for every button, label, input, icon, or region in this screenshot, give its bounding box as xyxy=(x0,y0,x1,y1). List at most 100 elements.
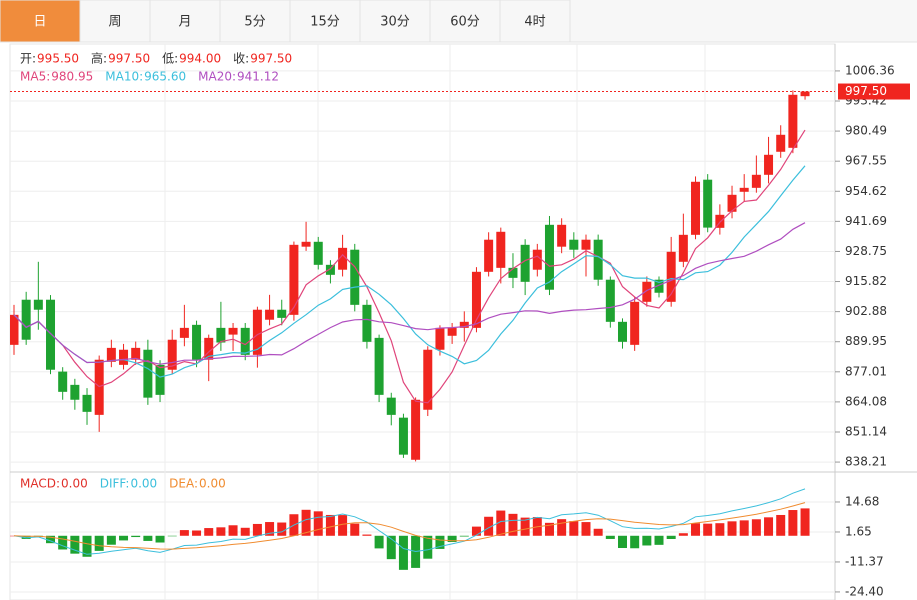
candle-body xyxy=(192,324,202,360)
candle-body xyxy=(350,249,360,305)
legend-value: 995.50 xyxy=(37,52,79,66)
tab-label[interactable]: 日 xyxy=(33,15,46,30)
candle-body xyxy=(10,314,19,345)
legend-value: 997.50 xyxy=(108,52,150,66)
tab-label[interactable]: 4时 xyxy=(524,15,545,30)
macd-bar xyxy=(569,521,579,536)
candle-body xyxy=(277,309,287,318)
candle-body xyxy=(800,91,810,97)
legend-name: 开: xyxy=(20,52,36,66)
ma-line xyxy=(13,165,806,378)
tab[interactable] xyxy=(359,0,431,43)
candle-body xyxy=(544,224,554,290)
macd-bar xyxy=(764,517,774,536)
candle-body xyxy=(216,327,226,343)
candle-body xyxy=(204,337,214,360)
y-tick-label: 902.88 xyxy=(845,304,887,318)
last-price-box xyxy=(838,83,910,100)
tab[interactable] xyxy=(0,0,81,43)
tab-label[interactable]: 月 xyxy=(178,15,191,30)
macd-bar xyxy=(301,509,311,536)
candle-body xyxy=(313,241,323,265)
macd-bar xyxy=(240,527,250,536)
macd-bar xyxy=(119,535,129,541)
candle-body xyxy=(484,239,494,272)
y-tick-label: 915.82 xyxy=(845,274,887,288)
candle-body xyxy=(447,327,457,336)
macd-bar xyxy=(58,535,68,550)
macd-bar xyxy=(362,534,372,536)
macd-bar xyxy=(739,520,749,536)
legend-value: 980.95 xyxy=(51,70,93,84)
macd-bar xyxy=(715,523,725,536)
legend-name: 收: xyxy=(233,52,249,66)
macd-bar xyxy=(350,523,360,536)
candle-body xyxy=(739,187,749,192)
candle-body xyxy=(593,239,603,280)
candle-body xyxy=(70,384,80,400)
candle-body xyxy=(459,321,469,328)
macd-bar xyxy=(751,519,761,536)
candle-body xyxy=(703,179,713,228)
legend-value: 997.50 xyxy=(250,52,292,66)
macd-bar xyxy=(776,514,786,536)
candle-body xyxy=(618,321,627,342)
tab[interactable] xyxy=(429,0,501,43)
y-tick-label: 954.62 xyxy=(845,184,887,198)
legend-value: 994.00 xyxy=(179,52,221,66)
macd-bar xyxy=(642,535,652,546)
legend-name: MA10: xyxy=(105,70,143,84)
y2-tick-label: 1.65 xyxy=(845,524,872,538)
macd-bar xyxy=(800,508,810,536)
legend-value: 965.60 xyxy=(144,70,186,84)
macd-bar xyxy=(143,535,153,541)
candle-body xyxy=(362,304,372,342)
candle-body xyxy=(471,271,481,328)
candle-body xyxy=(508,267,518,278)
macd-bar xyxy=(678,533,688,536)
tab-label[interactable]: 15分 xyxy=(310,15,340,30)
legend-value: 0.00 xyxy=(199,477,226,491)
candle-body xyxy=(167,339,177,370)
plot-frame xyxy=(9,43,836,600)
candle-body xyxy=(654,279,664,293)
candle-body xyxy=(581,239,591,250)
macd-bar xyxy=(727,521,737,536)
legend-name: MA20: xyxy=(198,70,236,84)
candle-body xyxy=(228,327,238,335)
tab-label[interactable]: 60分 xyxy=(450,15,480,30)
macd-bar xyxy=(386,535,396,560)
tab[interactable] xyxy=(149,0,221,43)
macd-bar xyxy=(471,526,481,536)
candle-body xyxy=(265,309,275,320)
diff-line xyxy=(13,488,806,555)
macd-bar xyxy=(435,535,445,549)
dea-line xyxy=(13,502,806,550)
tab-label[interactable]: 周 xyxy=(108,15,121,30)
tab-label[interactable]: 30分 xyxy=(380,15,410,30)
candle-body xyxy=(630,301,640,345)
legend-name: 高: xyxy=(91,51,107,66)
candle-body xyxy=(776,134,786,152)
macd-bar xyxy=(216,527,226,536)
y2-tick-label: -11.37 xyxy=(845,554,884,568)
macd-bar xyxy=(228,525,238,536)
candle-body xyxy=(289,244,299,315)
y-tick-label: 864.08 xyxy=(845,394,887,408)
macd-bar xyxy=(484,516,494,536)
macd-bar xyxy=(423,535,433,559)
tab-label[interactable]: 5分 xyxy=(244,15,265,30)
y-tick-label: 980.49 xyxy=(845,124,887,138)
candle-body xyxy=(666,251,676,302)
legend-name: MACD: xyxy=(20,477,60,491)
candle-body xyxy=(338,247,348,270)
candle-body xyxy=(605,279,615,322)
candle-body xyxy=(715,214,725,228)
candle-body xyxy=(496,231,506,268)
macd-bar xyxy=(46,535,56,544)
tab[interactable] xyxy=(499,0,571,43)
candle-body xyxy=(374,337,384,395)
candle-body xyxy=(678,234,688,262)
candle-body xyxy=(106,347,116,362)
